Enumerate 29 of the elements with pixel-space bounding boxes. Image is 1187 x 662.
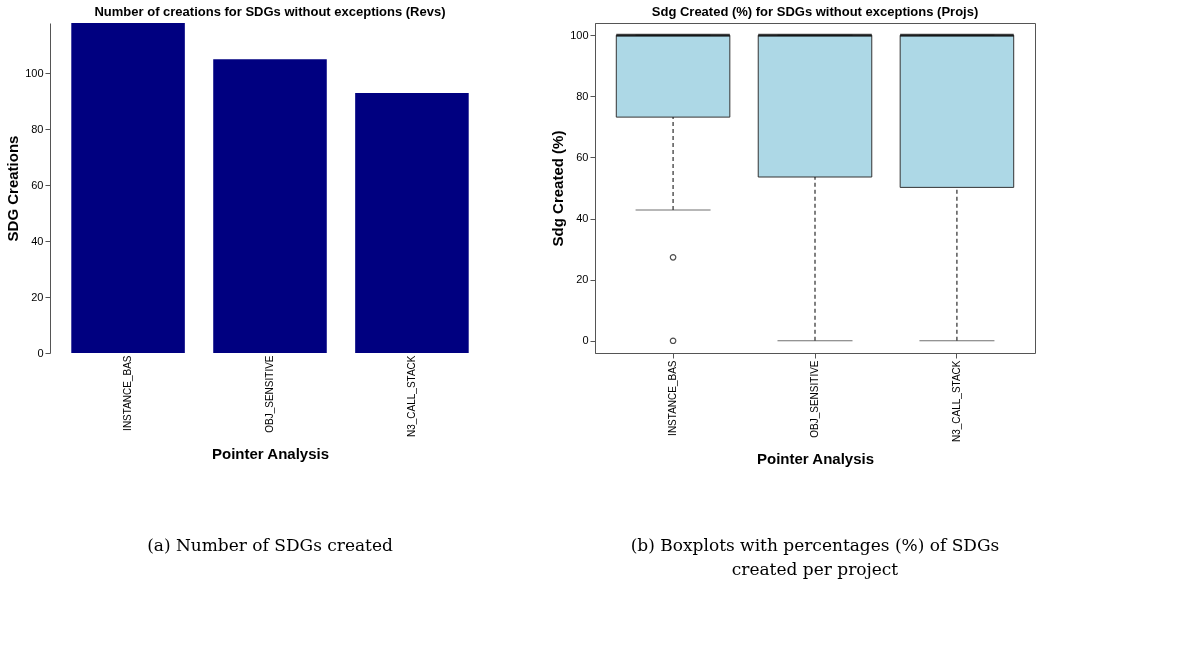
y-tick-label: 100 [570, 28, 589, 41]
x-tick-label: OBJ_SENSITIVE [264, 355, 275, 433]
y-tick-label: 0 [582, 334, 589, 347]
x-tick-label: N3_CALL_STACK [405, 355, 417, 438]
y-tick-label: 40 [31, 234, 44, 247]
y-axis-title: SDG Creations [4, 135, 22, 242]
x-axis-title: Pointer Analysis [212, 445, 329, 463]
x-tick-label: INSTANCE_BAS [667, 360, 679, 436]
y-tick-label: 80 [576, 89, 589, 102]
text: (b) Boxplots with percentages (%) of SDGs created per project [630, 535, 1000, 579]
y-tick-label: 20 [576, 273, 589, 286]
y-axis-title: Sdg Created (%) [549, 130, 567, 247]
y-tick-label: 60 [31, 178, 44, 191]
bar [355, 92, 469, 353]
chart-title: Sdg Created (%) for SDGs without exceptions (Projs) [651, 4, 979, 19]
y-tick-label: 80 [31, 122, 44, 135]
y-tick-label: 40 [576, 212, 589, 225]
y-tick-label: 20 [31, 290, 44, 303]
x-axis-title: Pointer Analysis [757, 450, 874, 468]
bar [71, 23, 185, 353]
x-tick-label: INSTANCE_BAS [122, 355, 134, 431]
x-tick-label: OBJ_SENSITIVE [809, 360, 820, 438]
y-tick-label: 100 [25, 66, 44, 79]
bar [213, 59, 327, 353]
chart-title: Number of creations for SDGs without exceptions (Revs) [94, 4, 446, 19]
y-tick-label: 60 [576, 150, 589, 163]
y-tick-label: 0 [37, 346, 44, 359]
x-tick-label: N3_CALL_STACK [950, 360, 962, 443]
text: (a) Number of SDGs created [147, 535, 393, 555]
